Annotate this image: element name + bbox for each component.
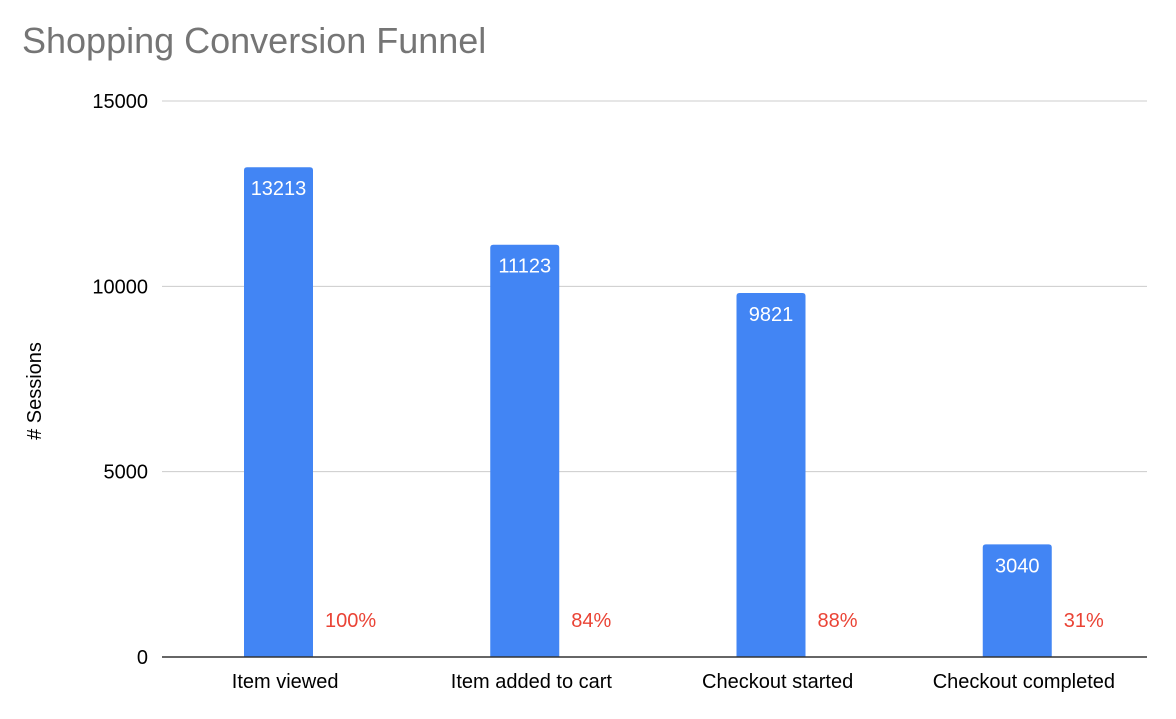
percentage-label: 100% — [325, 610, 376, 632]
axes: 0 5000 10000 15000 # Sessions Item viewed Item… — [24, 91, 1147, 693]
x-tick-label: Item added to cart — [451, 671, 613, 693]
bar-value-label: 11123 — [498, 256, 551, 278]
y-tick-label: 15000 — [92, 91, 148, 113]
bar-value-label: 13213 — [251, 178, 307, 200]
y-tick-label: 5000 — [104, 462, 149, 484]
bar — [244, 167, 313, 657]
bar-value-label: 3040 — [995, 555, 1040, 577]
bar — [490, 244, 560, 658]
bar-value-label: 9821 — [749, 304, 794, 326]
y-axis-title: # Sessions — [24, 342, 46, 440]
percentage-label: 84% — [571, 610, 611, 632]
bar — [736, 292, 806, 657]
x-tick-label: Checkout started — [702, 671, 853, 693]
data-labels: 13213 100% 11123 84% 9821 88% 3040 31% — [251, 178, 1104, 632]
y-tick-label: 0 — [137, 647, 148, 669]
gridlines — [162, 100, 1147, 473]
bars — [244, 167, 1052, 658]
percentage-label: 88% — [818, 610, 858, 632]
percentage-label: 31% — [1064, 610, 1104, 632]
bar — [982, 544, 1052, 657]
x-tick-label: Checkout completed — [933, 671, 1115, 693]
chart-title: Shopping Conversion Funnel — [22, 20, 487, 61]
y-tick-label: 10000 — [92, 276, 148, 298]
x-tick-label: Item viewed — [232, 671, 339, 693]
